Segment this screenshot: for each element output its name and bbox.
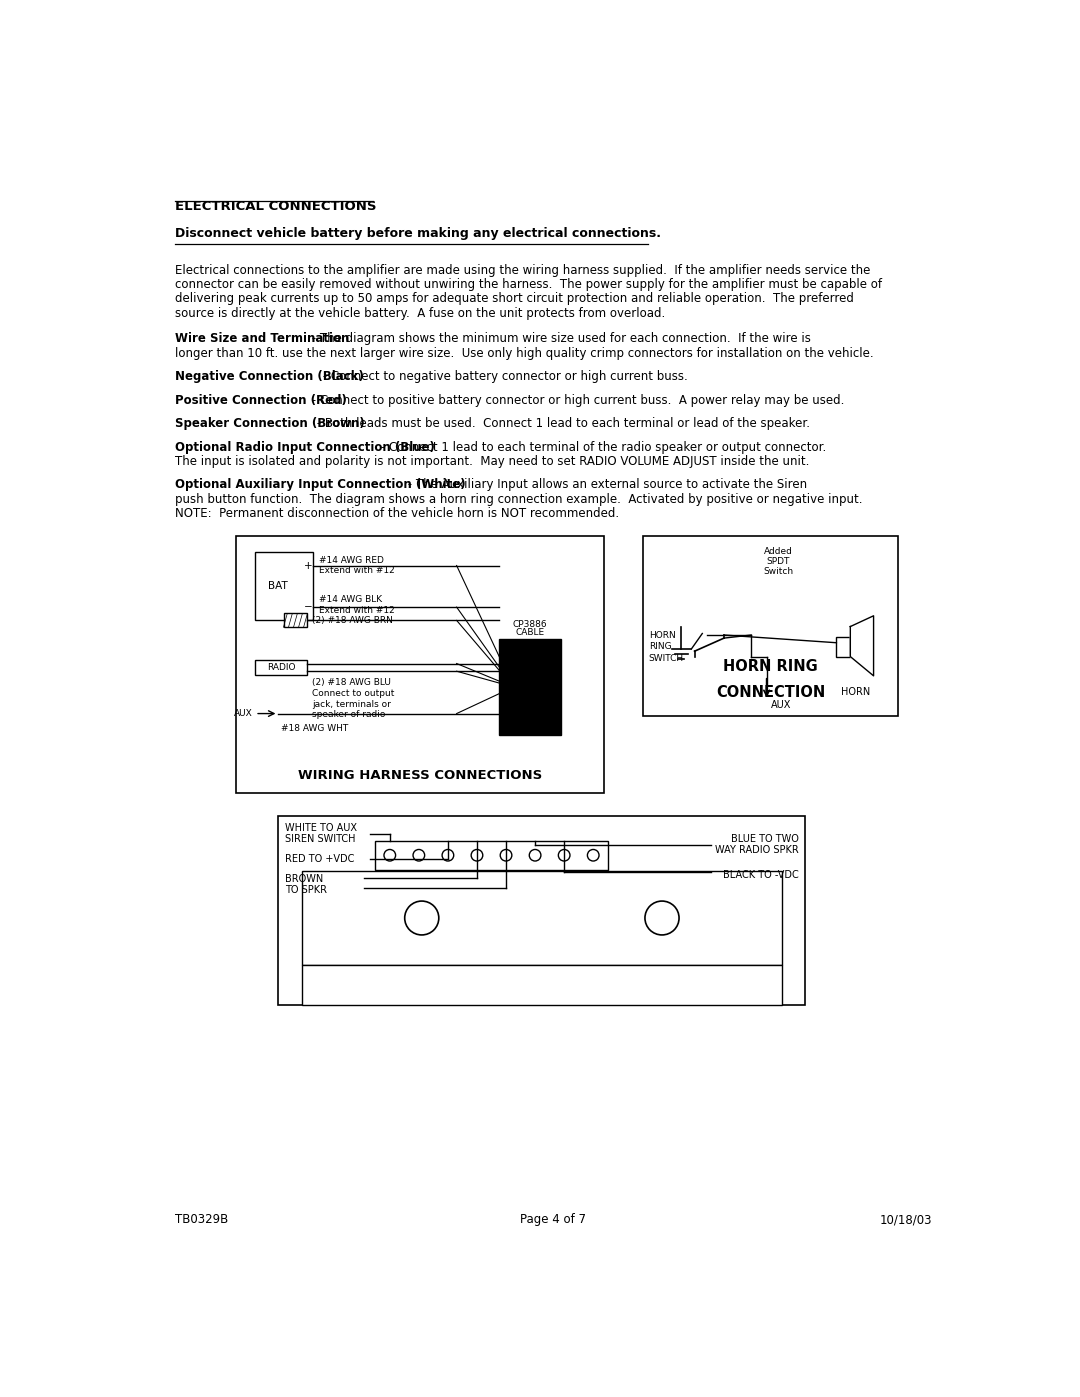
- Text: longer than 10 ft. use the next larger wire size.  Use only high quality crimp c: longer than 10 ft. use the next larger w…: [175, 346, 874, 359]
- Text: CP3886: CP3886: [513, 620, 548, 629]
- Bar: [499, 638, 562, 735]
- Text: CONNECTION: CONNECTION: [716, 686, 825, 700]
- Text: Extend with #12: Extend with #12: [320, 566, 395, 576]
- Text: Electrical connections to the amplifier are made using the wiring harness suppli: Electrical connections to the amplifier …: [175, 264, 870, 277]
- Bar: [255, 552, 313, 620]
- Text: −: −: [305, 602, 313, 612]
- Text: RED TO +VDC: RED TO +VDC: [284, 854, 354, 865]
- Circle shape: [558, 849, 570, 861]
- Text: Extend with #12: Extend with #12: [320, 606, 395, 615]
- Text: BLACK TO -VDC: BLACK TO -VDC: [724, 869, 799, 880]
- Text: SPDT: SPDT: [767, 557, 789, 566]
- Text: Added: Added: [764, 548, 793, 556]
- Text: TO SPKR: TO SPKR: [284, 884, 326, 895]
- Text: - Connect to negative battery connector or high current buss.: - Connect to negative battery connector …: [319, 370, 687, 383]
- Text: RADIO: RADIO: [267, 662, 295, 672]
- Text: Switch: Switch: [764, 567, 794, 576]
- Circle shape: [645, 901, 679, 935]
- Text: 10/18/03: 10/18/03: [879, 1214, 932, 1227]
- Text: BROWN: BROWN: [284, 875, 323, 884]
- Circle shape: [529, 849, 541, 861]
- Text: +: +: [305, 560, 313, 570]
- Text: WHITE TO AUX: WHITE TO AUX: [284, 823, 356, 833]
- Text: NOTE:  Permanent disconnection of the vehicle horn is NOT recommended.: NOTE: Permanent disconnection of the veh…: [175, 507, 620, 520]
- Circle shape: [588, 849, 599, 861]
- Text: connector can be easily removed without unwiring the harness.  The power supply : connector can be easily removed without …: [175, 278, 882, 291]
- Circle shape: [471, 849, 483, 861]
- Text: (2) #18 AWG BLU: (2) #18 AWG BLU: [312, 678, 391, 687]
- Bar: [301, 872, 782, 964]
- Text: WIRING HARNESS CONNECTIONS: WIRING HARNESS CONNECTIONS: [298, 770, 542, 782]
- Text: speaker of radio: speaker of radio: [312, 711, 386, 719]
- Text: - The Auxiliary Input allows an external source to activate the Siren: - The Auxiliary Input allows an external…: [404, 478, 807, 492]
- Bar: [643, 535, 899, 715]
- Text: HORN: HORN: [841, 686, 870, 697]
- Text: AUX: AUX: [771, 700, 792, 711]
- Text: Negative Connection (Black): Negative Connection (Black): [175, 370, 364, 383]
- Text: push button function.  The diagram shows a horn ring connection example.  Activa: push button function. The diagram shows …: [175, 493, 863, 506]
- Text: WAY RADIO SPKR: WAY RADIO SPKR: [715, 845, 799, 855]
- Text: - Connect 1 lead to each terminal of the radio speaker or output connector.: - Connect 1 lead to each terminal of the…: [377, 440, 826, 454]
- Circle shape: [500, 849, 512, 861]
- Text: BAT: BAT: [268, 581, 288, 591]
- Text: delivering peak currents up to 50 amps for adequate short circuit protection and: delivering peak currents up to 50 amps f…: [175, 292, 854, 306]
- Text: Positive Connection (Red): Positive Connection (Red): [175, 394, 347, 407]
- Text: RING: RING: [649, 643, 672, 651]
- Text: #14 AWG BLK: #14 AWG BLK: [320, 595, 382, 604]
- Text: Disconnect vehicle battery before making any electrical connections.: Disconnect vehicle battery before making…: [175, 226, 661, 240]
- Text: - Connect to positive battery connector or high current buss.  A power relay may: - Connect to positive battery connector …: [308, 394, 845, 407]
- Bar: [836, 637, 850, 657]
- Circle shape: [413, 849, 424, 861]
- Bar: [279, 816, 806, 1004]
- Circle shape: [384, 849, 395, 861]
- Circle shape: [405, 901, 438, 935]
- Polygon shape: [850, 616, 874, 676]
- Text: HORN RING: HORN RING: [724, 659, 818, 675]
- Text: TB0329B: TB0329B: [175, 1214, 229, 1227]
- Text: Page 4 of 7: Page 4 of 7: [521, 1214, 586, 1227]
- Text: SWITCH: SWITCH: [649, 654, 684, 662]
- Bar: [284, 613, 307, 627]
- Text: HORN: HORN: [649, 630, 676, 640]
- Circle shape: [442, 849, 454, 861]
- Text: The input is isolated and polarity is not important.  May need to set RADIO VOLU: The input is isolated and polarity is no…: [175, 455, 810, 468]
- Text: #18 AWG WHT: #18 AWG WHT: [281, 724, 348, 732]
- Text: Optional Auxiliary Input Connection (White): Optional Auxiliary Input Connection (Whi…: [175, 478, 465, 492]
- Text: #14 AWG RED: #14 AWG RED: [320, 556, 384, 564]
- Text: ELECTRICAL CONNECTIONS: ELECTRICAL CONNECTIONS: [175, 200, 377, 212]
- Text: CABLE: CABLE: [515, 627, 544, 637]
- Bar: [301, 964, 782, 1004]
- Text: jack, terminals or: jack, terminals or: [312, 700, 391, 708]
- Text: source is directly at the vehicle battery.  A fuse on the unit protects from ove: source is directly at the vehicle batter…: [175, 306, 665, 320]
- Text: AUX: AUX: [234, 710, 253, 718]
- Text: Speaker Connection (Brown): Speaker Connection (Brown): [175, 418, 365, 430]
- Text: Wire Size and Termination: Wire Size and Termination: [175, 332, 350, 345]
- Text: - The diagram shows the minimum wire size used for each connection.  If the wire: - The diagram shows the minimum wire siz…: [308, 332, 811, 345]
- Text: - Both leads must be used.  Connect 1 lead to each terminal or lead of the speak: - Both leads must be used. Connect 1 lea…: [313, 418, 810, 430]
- Bar: [235, 535, 604, 793]
- Bar: [375, 841, 608, 870]
- Text: BLUE TO TWO: BLUE TO TWO: [731, 834, 799, 844]
- Text: Optional Radio Input Connection (Blue): Optional Radio Input Connection (Blue): [175, 440, 435, 454]
- Text: SIREN SWITCH: SIREN SWITCH: [284, 834, 355, 844]
- Bar: [255, 659, 307, 675]
- Text: (2) #18 AWG BRN: (2) #18 AWG BRN: [312, 616, 392, 624]
- Text: Connect to output: Connect to output: [312, 689, 394, 698]
